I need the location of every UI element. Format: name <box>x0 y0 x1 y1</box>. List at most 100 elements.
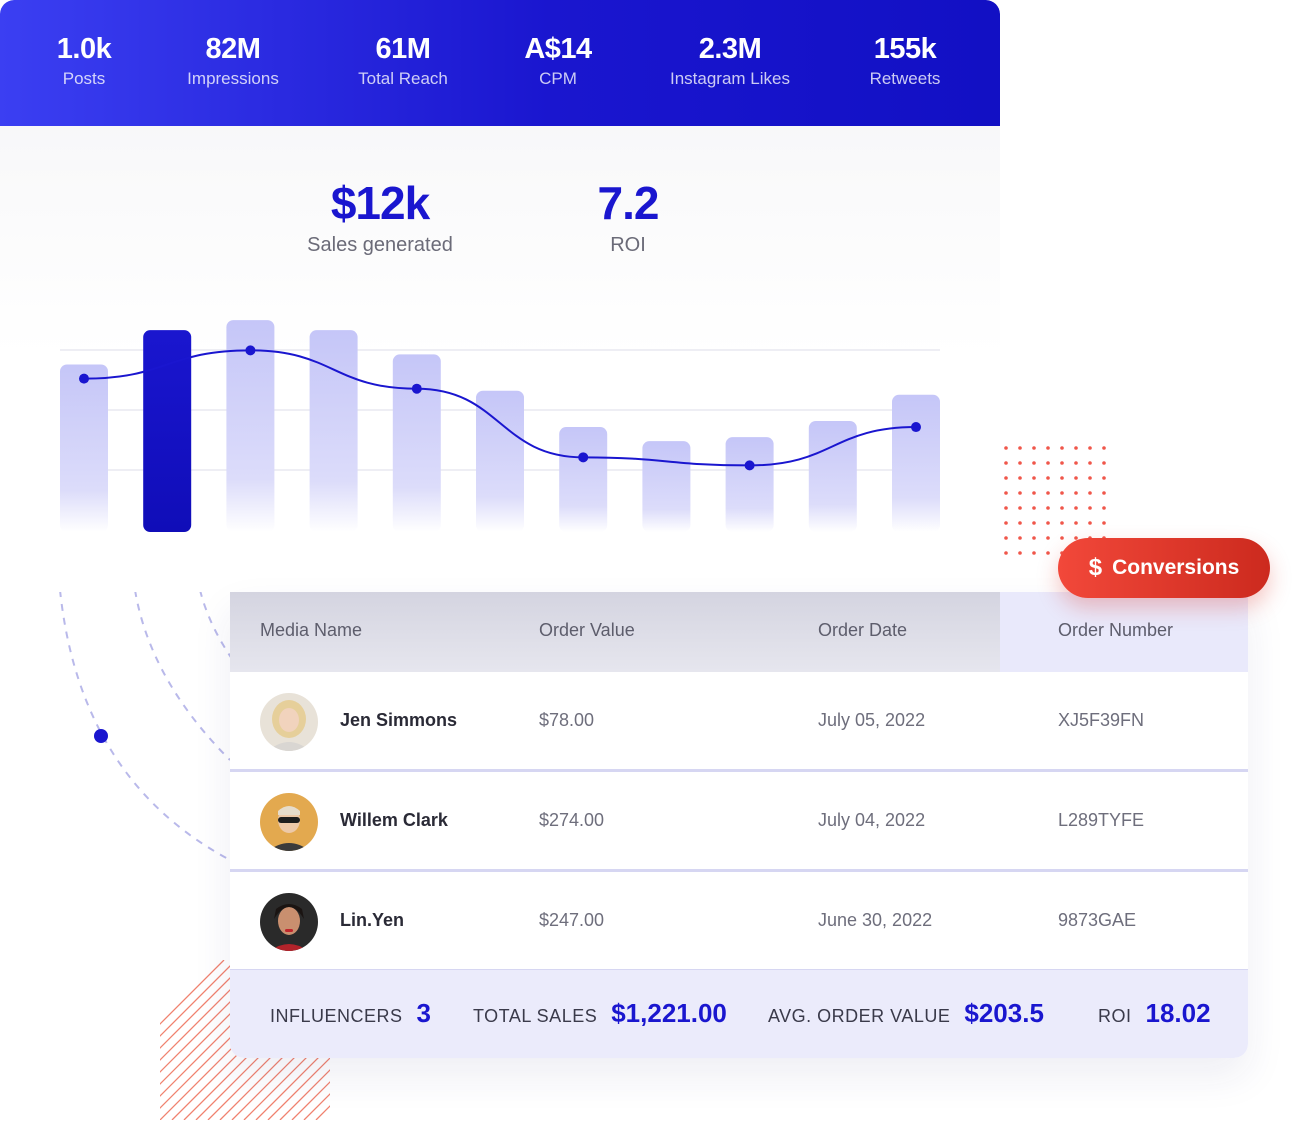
chart-bar[interactable] <box>309 330 358 532</box>
decor-dot <box>1004 536 1008 540</box>
decor-stripe <box>291 1081 330 1120</box>
summary-value: $203.5 <box>964 998 1044 1028</box>
decor-dot <box>1074 491 1078 495</box>
decor-dot <box>1018 506 1022 510</box>
decor-dot <box>1018 446 1022 450</box>
summary-value: 18.02 <box>1145 998 1211 1028</box>
decor-dot <box>1004 551 1008 555</box>
order-number: L289TYFE <box>1058 810 1145 830</box>
decor-stripe <box>160 960 225 1025</box>
stat-label: Total Reach <box>358 69 448 88</box>
media-name: Jen Simmons <box>340 710 458 730</box>
stat-value: 61M <box>375 33 431 65</box>
decor-dot <box>1032 536 1036 540</box>
stat-value: 2.3M <box>698 33 762 65</box>
media-name: Willem Clark <box>340 810 448 830</box>
chart-bar[interactable] <box>60 364 108 532</box>
decor-dot <box>1032 446 1036 450</box>
chart-bar[interactable] <box>725 437 774 532</box>
decor-dot <box>1004 461 1008 465</box>
dollar-icon: $ <box>1088 554 1103 581</box>
trend-point[interactable] <box>245 345 256 356</box>
decor-dot <box>1102 461 1106 465</box>
summary-label: INFLUENCERS <box>270 1006 403 1026</box>
order-value: $274.00 <box>539 810 605 830</box>
decor-dot <box>1032 551 1036 555</box>
decor-dot <box>1060 476 1064 480</box>
trend-point[interactable] <box>411 383 422 394</box>
decor-dot <box>1060 521 1064 525</box>
table-row[interactable]: Lin.Yen $247.00 June 30, 2022 9873GAE <box>230 872 1248 972</box>
table-row[interactable]: Jen Simmons $78.00 July 05, 2022 XJ5F39F… <box>230 672 1248 772</box>
summary-label: AVG. ORDER VALUE <box>768 1006 951 1026</box>
kpi-sales-generated: $12k Sales generated <box>307 176 453 257</box>
kpi-value: 7.2 <box>597 177 660 229</box>
decor-dot <box>1088 506 1092 510</box>
header-order-value[interactable]: Order Value <box>539 620 635 640</box>
kpi-roi: 7.2 ROI <box>597 176 660 257</box>
stat-cpm: A$14 CPM <box>524 32 592 90</box>
decor-dot <box>1004 521 1008 525</box>
summary-total-sales: TOTAL SALES $1,221.00 <box>473 998 727 1029</box>
trend-point[interactable] <box>79 373 89 384</box>
chart-bar[interactable] <box>808 421 857 532</box>
stat-value: 155k <box>873 33 937 65</box>
order-date: June 30, 2022 <box>818 910 933 930</box>
chart-bar[interactable] <box>892 394 940 532</box>
decor-dot <box>1060 506 1064 510</box>
stat-instagram-likes: 2.3M Instagram Likes <box>670 32 790 90</box>
table-header-accent <box>1000 592 1248 672</box>
decor-dot <box>1018 551 1022 555</box>
decor-dot <box>1032 476 1036 480</box>
stat-total-reach: 61M Total Reach <box>358 32 448 90</box>
decor-dot <box>1046 521 1050 525</box>
order-date: July 05, 2022 <box>818 710 926 730</box>
header-order-number[interactable]: Order Number <box>1058 620 1174 640</box>
decor-dot <box>1102 506 1106 510</box>
decor-dot <box>1060 446 1064 450</box>
stat-impressions: 82M Impressions <box>187 32 279 90</box>
summary-influencers: INFLUENCERS 3 <box>270 998 431 1029</box>
decor-stripe <box>160 960 237 1037</box>
trend-point[interactable] <box>911 422 921 433</box>
chart-bar[interactable] <box>143 330 192 532</box>
summary-label: TOTAL SALES <box>473 1006 598 1026</box>
order-number: 9873GAE <box>1058 910 1137 930</box>
summary-value: 3 <box>416 998 431 1028</box>
chart-bar[interactable] <box>559 427 608 532</box>
decor-dot <box>1032 521 1036 525</box>
decor-dot <box>1060 461 1064 465</box>
decor-dot <box>1032 461 1036 465</box>
avatar <box>260 893 318 951</box>
chart-bar[interactable] <box>476 390 524 532</box>
decor-dot <box>1088 446 1092 450</box>
trend-point[interactable] <box>744 460 755 471</box>
analytics-card: 1.0k Posts 82M Impressions 61M Total Rea… <box>0 0 1000 592</box>
kpi-value: $12k <box>330 177 430 229</box>
summary-avg-order-value: AVG. ORDER VALUE $203.5 <box>768 998 1044 1029</box>
decor-dot <box>1004 506 1008 510</box>
kpi-label: Sales generated <box>307 234 453 256</box>
decor-dot <box>1018 491 1022 495</box>
table-row[interactable]: Willem Clark $274.00 July 04, 2022 L289T… <box>230 772 1248 872</box>
stat-label: Posts <box>62 69 106 88</box>
header-media-name[interactable]: Media Name <box>260 620 363 640</box>
decorative-arcs <box>59 589 241 861</box>
chart-bar[interactable] <box>392 354 441 532</box>
order-value: $247.00 <box>539 910 605 930</box>
decor-dot <box>1060 536 1064 540</box>
table-header: Media Name Order Value Order Date Order … <box>230 592 1248 672</box>
decor-dot <box>1088 491 1092 495</box>
chart-bar[interactable] <box>226 320 275 532</box>
decor-dot <box>1018 461 1022 465</box>
decor-dot <box>1088 461 1092 465</box>
decor-dot <box>1004 446 1008 450</box>
conversions-badge[interactable]: $ Conversions <box>1058 538 1270 598</box>
decor-dot <box>1074 506 1078 510</box>
decor-stripe <box>267 1057 330 1120</box>
decor-stripe <box>160 960 249 1049</box>
header-order-date[interactable]: Order Date <box>818 620 908 640</box>
trend-point[interactable] <box>578 452 589 463</box>
chart-bar[interactable] <box>642 441 691 532</box>
order-value: $78.00 <box>539 710 595 730</box>
